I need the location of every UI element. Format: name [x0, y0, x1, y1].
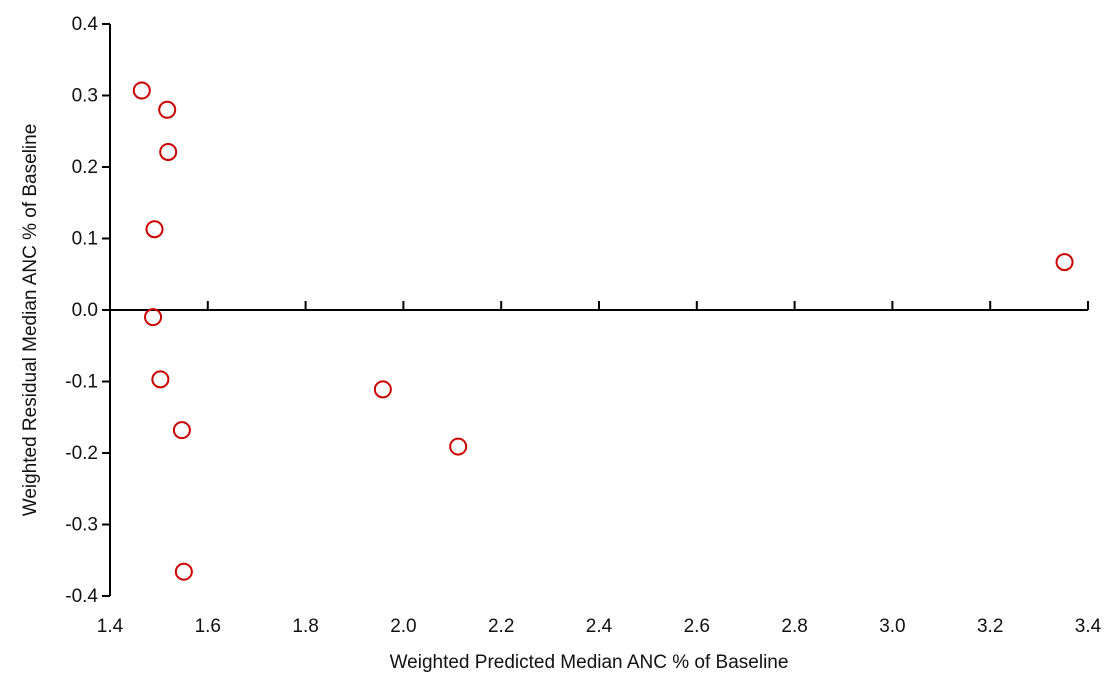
y-tick-label: 0.4	[72, 14, 99, 35]
x-tick-label: 3.4	[1075, 616, 1102, 637]
x-tick-label: 2.2	[488, 616, 514, 637]
x-ticks: 1.4 1.6 1.8 2.0 2.2 2.4 2.6 2.8 3.0 3.2 3.4	[97, 301, 1102, 637]
data-point	[449, 437, 468, 456]
data-point	[158, 100, 177, 119]
y-tick-label: -0.3	[65, 515, 98, 536]
data-point	[1055, 253, 1074, 272]
x-tick-label: 3.0	[879, 616, 905, 637]
data-point	[172, 421, 191, 440]
y-tick-label: -0.4	[65, 586, 98, 607]
data-point	[144, 308, 163, 327]
data-point	[151, 370, 170, 389]
data-point	[159, 142, 178, 161]
data-point	[174, 562, 193, 581]
y-tick-label: -0.2	[65, 443, 98, 464]
x-tick-label: 1.8	[292, 616, 318, 637]
x-tick-label: 1.4	[97, 616, 124, 637]
x-tick-label: 2.8	[781, 616, 807, 637]
y-ticks: 0.4 0.3 0.2 0.1 0.0 -0.1 -0.2 -0.3 -0.4	[65, 14, 110, 607]
y-tick-label: 0.1	[72, 229, 98, 250]
x-tick-label: 2.6	[684, 616, 710, 637]
data-point	[132, 81, 151, 100]
x-tick-label: 3.2	[977, 616, 1003, 637]
y-axis-title: Weighted Residual Median ANC % of Baseli…	[20, 124, 41, 517]
data-point	[373, 380, 392, 399]
y-tick-label: 0.3	[72, 86, 98, 107]
y-tick-label: 0.2	[72, 157, 98, 178]
data-point	[145, 220, 164, 239]
x-tick-label: 2.0	[390, 616, 416, 637]
y-tick-label: -0.1	[65, 372, 98, 393]
x-axis-title: Weighted Predicted Median ANC % of Basel…	[390, 652, 789, 673]
x-tick-label: 1.6	[195, 616, 221, 637]
y-tick-label: 0.0	[72, 300, 98, 321]
data-points	[132, 81, 1074, 581]
x-tick-label: 2.4	[586, 616, 613, 637]
